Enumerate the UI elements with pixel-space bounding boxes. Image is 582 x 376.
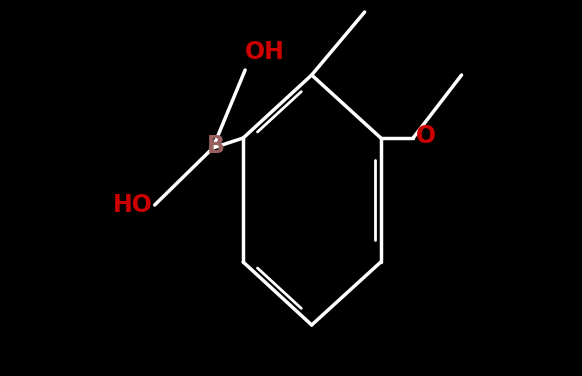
Text: HO: HO: [113, 193, 153, 217]
Text: B: B: [207, 134, 225, 158]
Text: O: O: [416, 124, 436, 148]
Text: OH: OH: [245, 40, 285, 64]
